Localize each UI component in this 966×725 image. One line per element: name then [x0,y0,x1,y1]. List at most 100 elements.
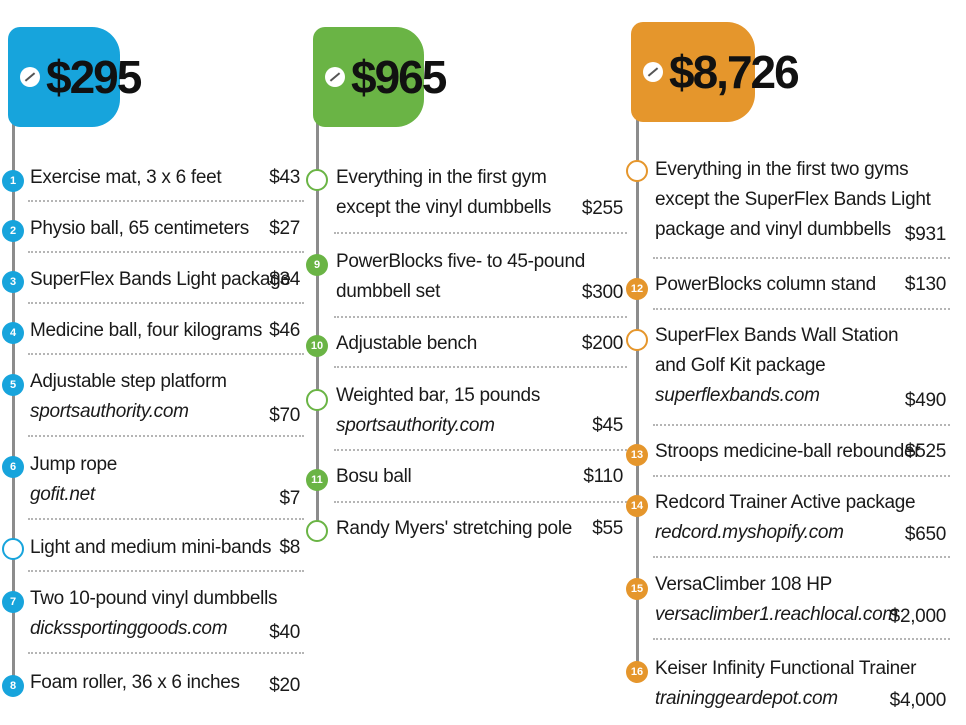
price-tag-amount: $295 [46,51,142,103]
list-item [334,381,627,451]
item-price: $2,000 [889,606,947,627]
item-description: Jump rope gofit.net [30,450,117,510]
list-item [653,155,950,259]
item-price: $525 [904,441,946,462]
item-description: Adjustable step platform sportsauthority.… [30,367,227,427]
item-price: $300 [581,282,623,303]
item-description: SuperFlex Bands Wall Station and Golf Kit… [655,321,899,411]
item-description: Redcord Trainer Active package redcord.my… [655,488,916,548]
item-price: $55 [592,518,623,539]
item-description: SuperFlex Bands Light package [30,265,291,295]
number-marker: 1 [2,170,24,192]
list-item [334,247,627,318]
number-marker: 15 [626,578,648,600]
item-price: $7 [279,488,300,509]
list-item [653,570,950,640]
item-description: Two 10-pound vinyl dumbbells dickssportin… [30,584,278,644]
empty-marker [626,329,648,351]
item-price: $931 [904,224,946,245]
number-marker: 12 [626,278,648,300]
item-text-line: Everything in the first two gyms [655,159,909,180]
item-description: Foam roller, 36 x 6 inches [30,668,240,698]
number-marker: 11 [306,469,328,491]
number-marker: 5 [2,374,24,396]
item-text-line: Everything in the first gym [336,167,547,188]
empty-marker [306,169,328,191]
item-price: $70 [269,405,300,426]
item-text-line: SuperFlex Bands Light package [30,269,291,290]
price-tag-amount: $965 [351,51,447,103]
item-text-line: PowerBlocks column stand [655,274,876,295]
empty-marker [626,160,648,182]
item-text-line: SuperFlex Bands Wall Station [655,325,899,346]
item-text-line: Physio ball, 65 centimeters [30,218,249,239]
item-text-line: Exercise mat, 3 x 6 feet [30,167,222,188]
item-description: VersaClimber 108 HP versaclimber1.reachlo… [655,570,898,630]
item-price: $34 [269,269,300,290]
item-text-line: Stroops medicine-ball rebounder [655,441,921,462]
item-text-line: Randy Myers' stretching pole [336,518,573,539]
item-description: Keiser Infinity Functional Trainer traini… [655,654,917,714]
item-description: Weighted bar, 15 pounds sportsauthority.c… [336,381,540,441]
list-item [28,450,304,520]
item-text-line: Foam roller, 36 x 6 inches [30,672,240,693]
tag-hole-icon [325,67,345,87]
item-price: $43 [269,167,300,188]
item-text-line: except the SuperFlex Bands Light [655,189,931,210]
number-marker: 13 [626,444,648,466]
list-item [28,316,304,355]
item-text-line: Weighted bar, 15 pounds [336,385,541,406]
item-price: $46 [269,320,300,341]
item-description: PowerBlocks five- to 45-pound dumbbell se… [336,247,585,307]
list-item [334,163,627,234]
item-description: Medicine ball, four kilograms [30,316,262,346]
item-description: Light and medium mini-bands [30,533,271,563]
list-item [653,270,950,310]
item-url: sportsauthority.com [336,415,495,436]
item-text-line: package and vinyl dumbbells [655,219,891,240]
empty-marker [306,520,328,542]
price-tag: $965 [313,27,447,127]
item-url: dickssportinggoods.com [30,618,228,639]
number-marker: 14 [626,495,648,517]
item-text-line: Light and medium mini-bands [30,537,272,558]
item-text-line: Jump rope [30,454,118,475]
item-price: $40 [269,622,300,643]
number-marker: 8 [2,675,24,697]
item-text-line: Medicine ball, four kilograms [30,320,263,341]
number-marker: 4 [2,322,24,344]
item-description: Everything in the first two gyms except t… [655,155,931,245]
tag-hole-icon [643,62,663,82]
item-description: Stroops medicine-ball rebounder [655,437,921,467]
list-item [334,329,627,368]
item-url: superflexbands.com [655,385,820,406]
item-price: $200 [581,333,623,354]
item-text-line: Two 10-pound vinyl dumbbells [30,588,278,609]
item-text-line: VersaClimber 108 HP [655,574,832,595]
item-text-line: PowerBlocks five- to 45-pound [336,251,585,272]
list-item [653,437,950,477]
item-text-line: Keiser Infinity Functional Trainer [655,658,917,679]
item-text-line: Bosu ball [336,466,412,487]
list-item [28,367,304,437]
timeline-line [316,87,319,531]
item-text-line: dumbbell set [336,281,441,302]
number-marker: 16 [626,661,648,683]
item-url: sportsauthority.com [30,401,189,422]
list-item [28,584,304,654]
item-description: Bosu ball [336,462,412,492]
item-text-line: Adjustable bench [336,333,477,354]
timeline-line [636,82,639,672]
item-price: $490 [904,390,946,411]
item-price: $20 [269,675,300,696]
item-description: Randy Myers' stretching pole [336,514,572,544]
item-text-line: except the vinyl dumbbells [336,197,552,218]
item-price: $4,000 [889,690,947,711]
item-text-line: Adjustable step platform [30,371,227,392]
number-marker: 9 [306,254,328,276]
item-url: versaclimber1.reachlocal.com [655,604,898,625]
item-description: Exercise mat, 3 x 6 feet [30,163,222,193]
item-description: Physio ball, 65 centimeters [30,214,249,244]
price-tag: $8,726 [631,22,800,122]
